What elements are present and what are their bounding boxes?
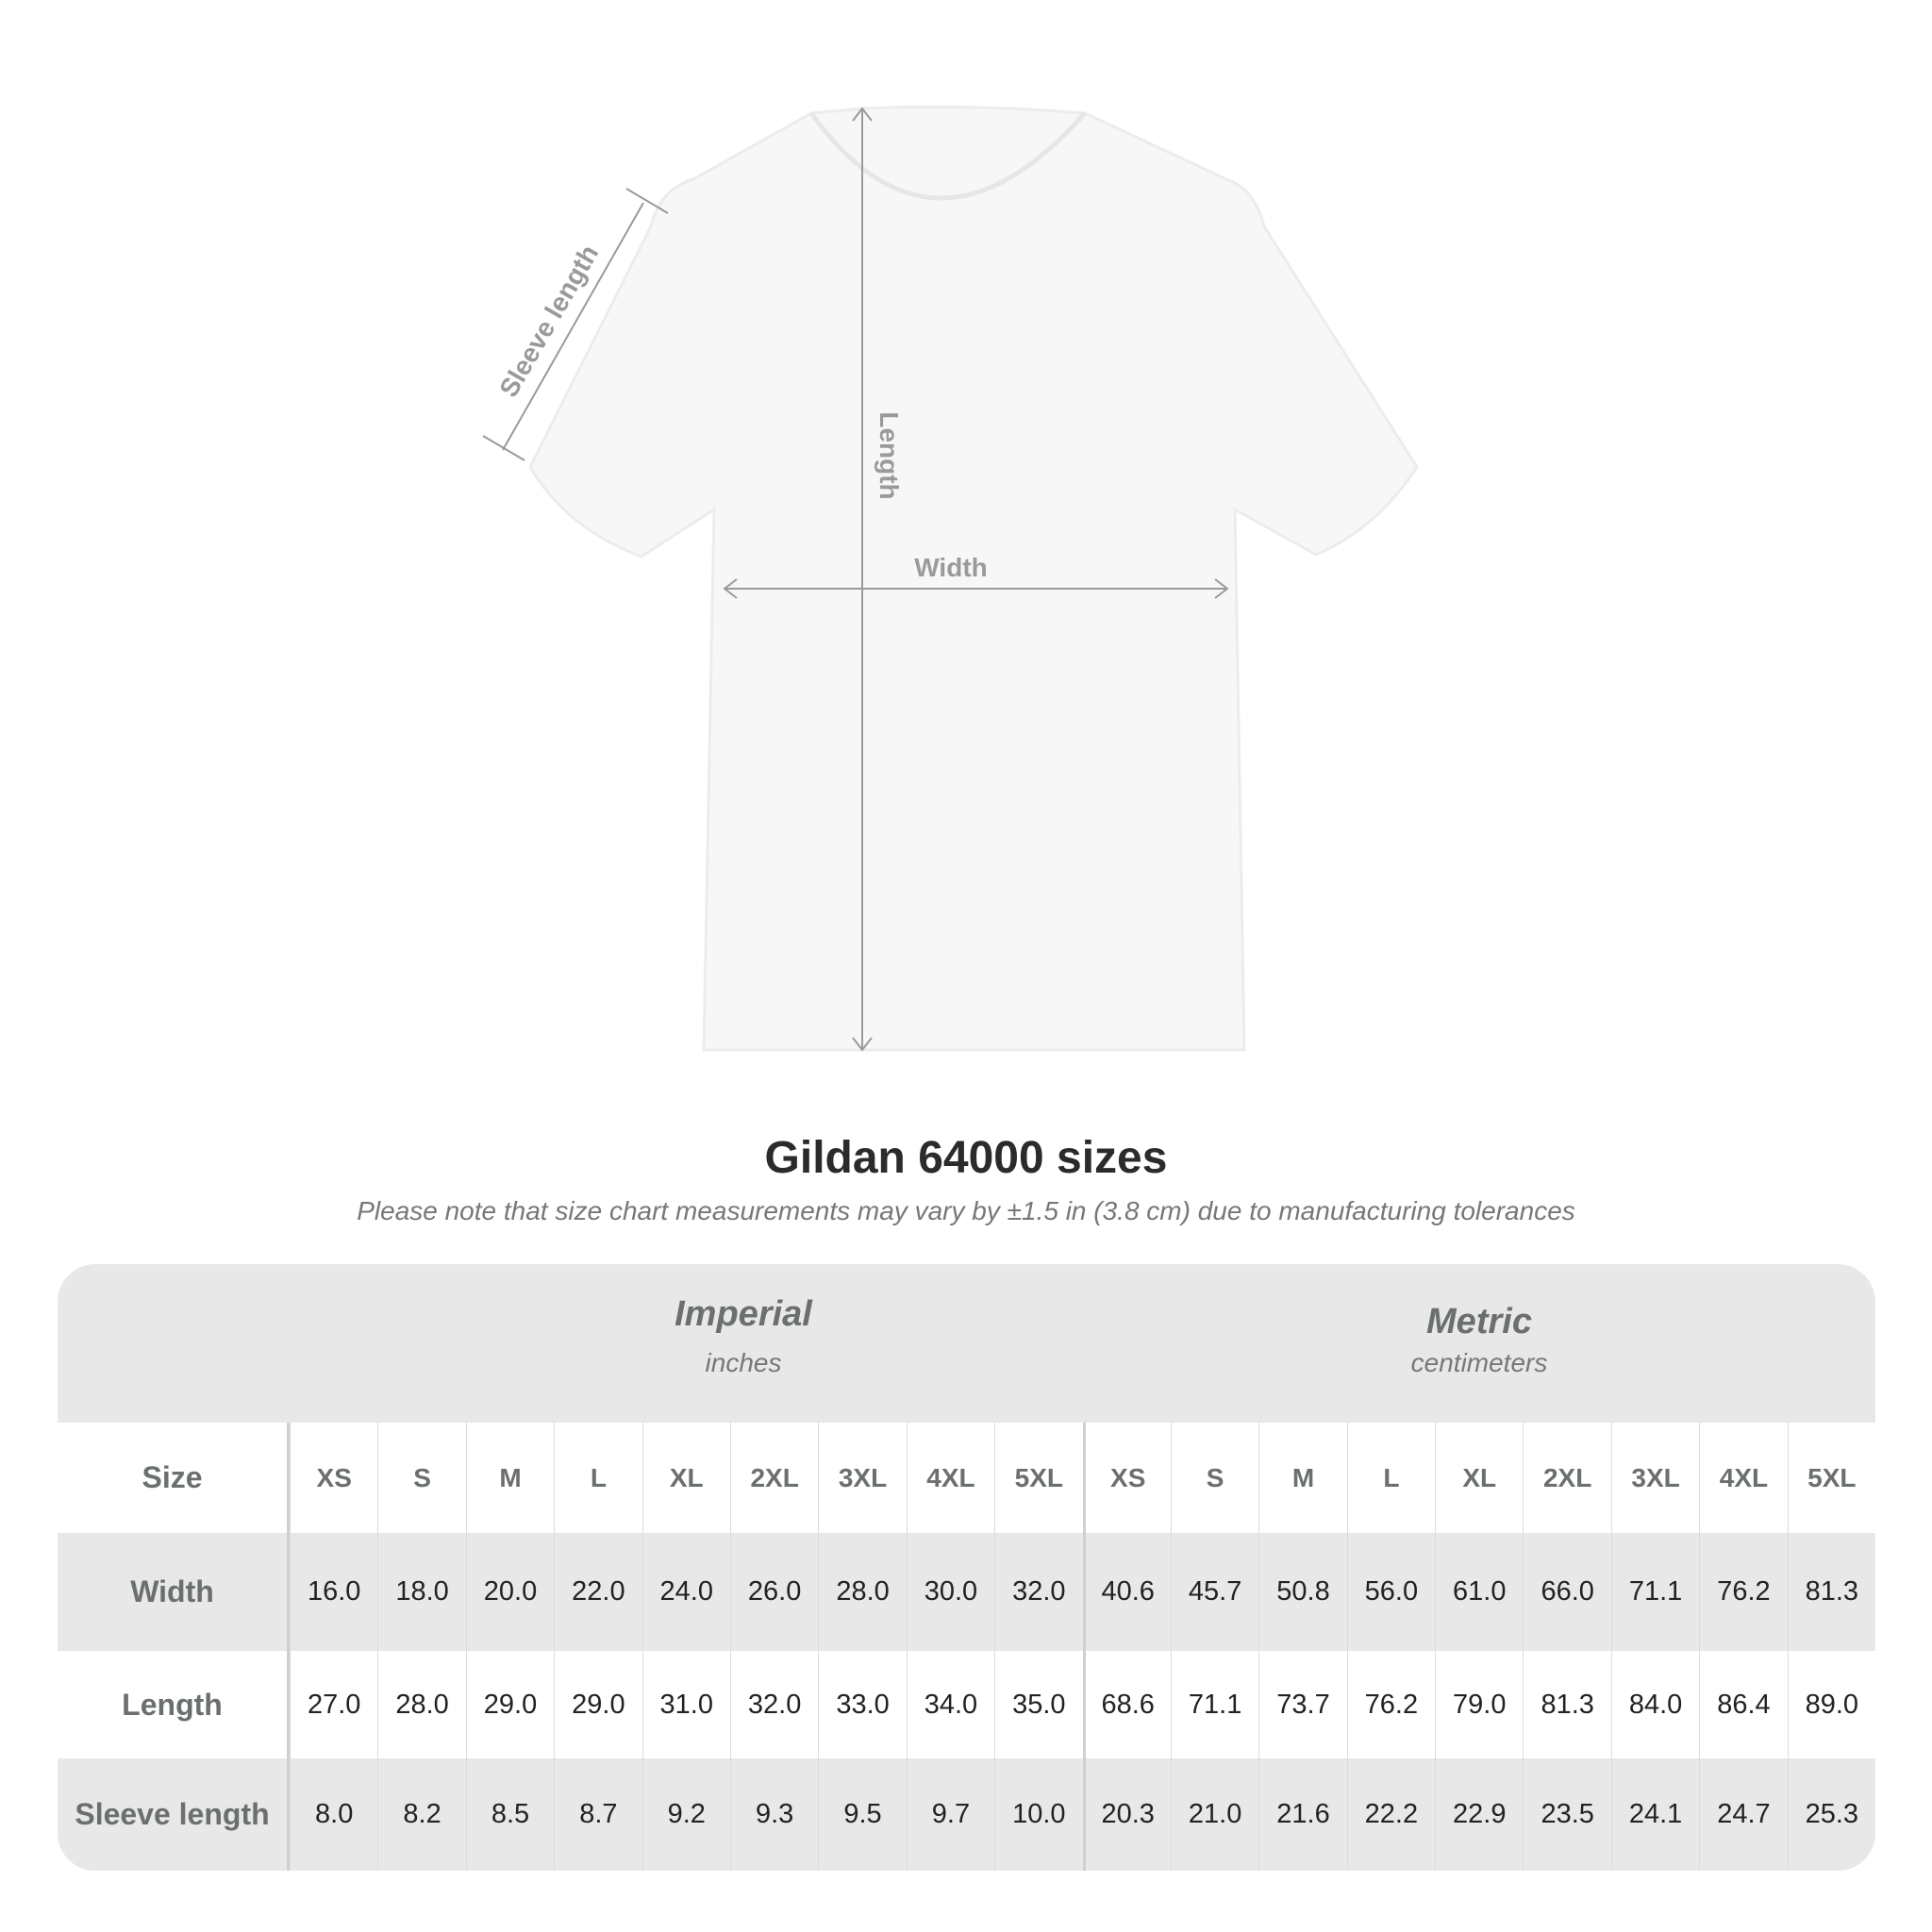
metric-unit: centimeters <box>1410 1348 1548 1377</box>
value-cell-metric: 20.3 <box>1082 1758 1171 1871</box>
sleeve-arrow <box>502 202 644 451</box>
value-cell-imperial: 32.0 <box>994 1533 1082 1651</box>
value-cell-metric: 25.3 <box>1787 1758 1875 1871</box>
size-header-imperial: S <box>377 1423 465 1533</box>
size-header-imperial: 5XL <box>994 1423 1082 1533</box>
size-chart-table: Imperial inches Metric centimeters Size X… <box>58 1264 1875 1871</box>
value-cell-imperial: 20.0 <box>465 1533 554 1651</box>
value-cell-imperial: 9.3 <box>729 1758 818 1871</box>
size-header-metric: 3XL <box>1610 1423 1699 1533</box>
size-header-imperial: L <box>554 1423 641 1533</box>
width-label: Width <box>914 553 988 582</box>
size-header-metric: 4XL <box>1699 1423 1787 1533</box>
value-cell-metric: 61.0 <box>1435 1533 1523 1651</box>
value-cell-metric: 71.1 <box>1610 1533 1699 1651</box>
value-cell-imperial: 29.0 <box>554 1651 641 1758</box>
value-cell-imperial: 28.0 <box>377 1651 465 1758</box>
value-cell-imperial: 28.0 <box>818 1533 906 1651</box>
row-label: Length <box>58 1651 290 1758</box>
value-cell-imperial: 10.0 <box>994 1758 1082 1871</box>
value-cell-imperial: 18.0 <box>377 1533 465 1651</box>
value-cell-imperial: 30.0 <box>906 1533 994 1651</box>
value-cell-metric: 73.7 <box>1258 1651 1346 1758</box>
value-cell-imperial: 33.0 <box>818 1651 906 1758</box>
size-header-imperial: M <box>465 1423 554 1533</box>
value-cell-metric: 45.7 <box>1170 1533 1258 1651</box>
value-cell-metric: 22.9 <box>1435 1758 1523 1871</box>
value-cell-imperial: 8.7 <box>554 1758 641 1871</box>
row-length: Length 27.0 28.0 29.0 29.0 31.0 32.0 33.0 34.0 35… <box>58 1651 1875 1758</box>
imperial-header: Imperial inches <box>347 1264 1140 1453</box>
value-cell-metric: 71.1 <box>1170 1651 1258 1758</box>
size-header-metric: 2XL <box>1523 1423 1610 1533</box>
value-cell-imperial: 8.2 <box>377 1758 465 1871</box>
size-header-imperial: 3XL <box>818 1423 906 1533</box>
value-cell-metric: 50.8 <box>1258 1533 1346 1651</box>
metric-title: Metric <box>1426 1302 1532 1341</box>
value-cell-imperial: 29.0 <box>465 1651 554 1758</box>
value-cell-metric: 76.2 <box>1346 1651 1435 1758</box>
size-header-imperial: 4XL <box>906 1423 994 1533</box>
value-cell-metric: 76.2 <box>1699 1533 1787 1651</box>
tshirt-diagram: Width Length Sleeve length <box>482 105 1419 1052</box>
length-label: Length <box>874 411 904 499</box>
value-cell-metric: 66.0 <box>1523 1533 1610 1651</box>
size-header-metric: 5XL <box>1787 1423 1875 1533</box>
imperial-unit: inches <box>705 1348 782 1377</box>
metric-header: Metric centimeters <box>1083 1264 1875 1460</box>
size-header-metric: XL <box>1435 1423 1523 1533</box>
value-cell-imperial: 9.7 <box>906 1758 994 1871</box>
row-label: Width <box>58 1533 290 1651</box>
value-cell-imperial: 9.5 <box>818 1758 906 1871</box>
value-cell-imperial: 31.0 <box>641 1651 730 1758</box>
value-cell-metric: 89.0 <box>1787 1651 1875 1758</box>
row-label: Sleeve length <box>58 1758 290 1871</box>
value-cell-imperial: 8.0 <box>290 1758 377 1871</box>
value-cell-metric: 56.0 <box>1346 1533 1435 1651</box>
value-cell-metric: 24.1 <box>1610 1758 1699 1871</box>
value-cell-imperial: 9.2 <box>641 1758 730 1871</box>
size-header-metric: XS <box>1082 1423 1171 1533</box>
size-header-imperial: XS <box>290 1423 377 1533</box>
value-cell-metric: 68.6 <box>1082 1651 1171 1758</box>
value-cell-imperial: 26.0 <box>729 1533 818 1651</box>
value-cell-metric: 21.6 <box>1258 1758 1346 1871</box>
value-cell-imperial: 16.0 <box>290 1533 377 1651</box>
value-cell-metric: 22.2 <box>1346 1758 1435 1871</box>
value-cell-metric: 84.0 <box>1610 1651 1699 1758</box>
tshirt-collar <box>808 111 1087 201</box>
value-cell-imperial: 22.0 <box>554 1533 641 1651</box>
row-width: Width 16.0 18.0 20.0 22.0 24.0 26.0 28.0 30.0 32.… <box>58 1533 1875 1651</box>
size-header-imperial: 2XL <box>729 1423 818 1533</box>
size-header-metric: M <box>1258 1423 1346 1533</box>
size-header-row: Size XS S M L XL 2XL 3XL 4XL 5XL XS S M L XL 2XL 3XL 4XL 5… <box>58 1423 1875 1533</box>
value-cell-imperial: 32.0 <box>729 1651 818 1758</box>
row-label: Size <box>58 1423 290 1533</box>
value-cell-metric: 81.3 <box>1523 1651 1610 1758</box>
value-cell-metric: 23.5 <box>1523 1758 1610 1871</box>
value-cell-metric: 79.0 <box>1435 1651 1523 1758</box>
page-title: Gildan 64000 sizes <box>764 1133 1168 1183</box>
value-cell-imperial: 27.0 <box>290 1651 377 1758</box>
size-header-metric: L <box>1346 1423 1435 1533</box>
value-cell-imperial: 24.0 <box>641 1533 730 1651</box>
tshirt-shape <box>528 105 1419 1052</box>
size-header-metric: S <box>1170 1423 1258 1533</box>
value-cell-metric: 81.3 <box>1787 1533 1875 1651</box>
row-sleeve-length: Sleeve length 8.0 8.2 8.5 8.7 9.2 9.3 9.5 9.7 10.… <box>58 1758 1875 1871</box>
imperial-title: Imperial <box>675 1294 812 1334</box>
value-cell-imperial: 34.0 <box>906 1651 994 1758</box>
value-cell-metric: 21.0 <box>1170 1758 1258 1871</box>
value-cell-metric: 24.7 <box>1699 1758 1787 1871</box>
value-cell-metric: 86.4 <box>1699 1651 1787 1758</box>
size-header-imperial: XL <box>641 1423 730 1533</box>
value-cell-imperial: 8.5 <box>465 1758 554 1871</box>
tolerance-note: Please note that size chart measurements… <box>357 1196 1575 1225</box>
value-cell-imperial: 35.0 <box>994 1651 1082 1758</box>
value-cell-metric: 40.6 <box>1082 1533 1171 1651</box>
